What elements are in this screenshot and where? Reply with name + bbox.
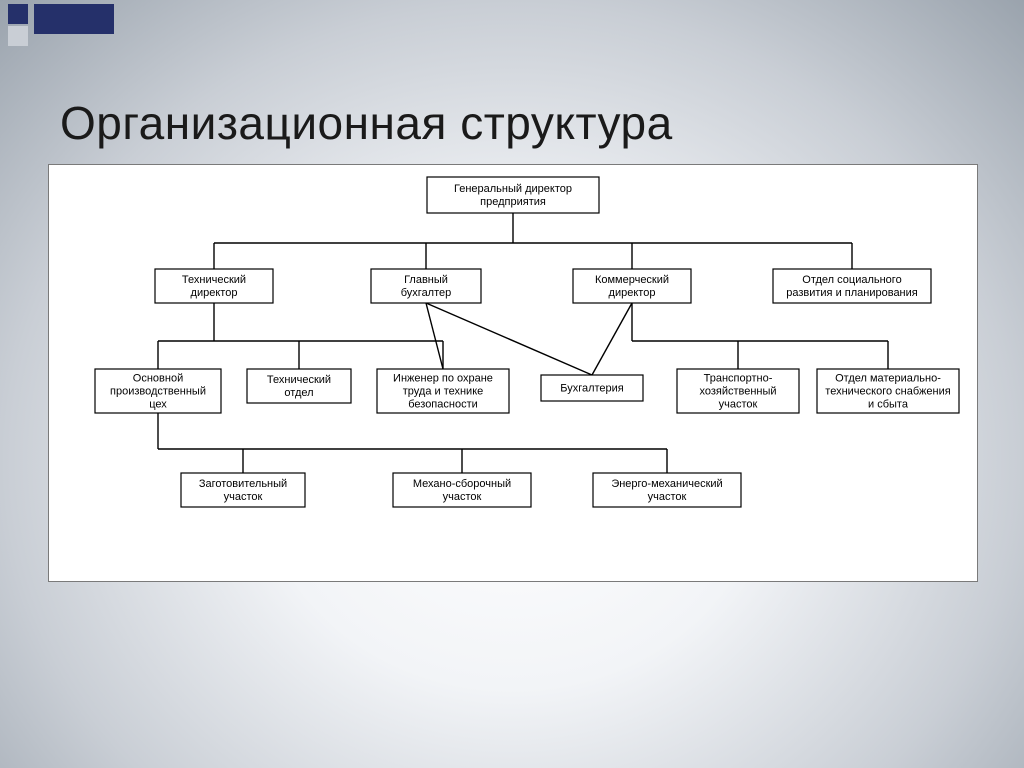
org-node-label: Главный	[404, 274, 448, 286]
org-node-label: цех	[149, 399, 167, 411]
org-node-label: хозяйственный	[699, 386, 776, 398]
org-node-label: участок	[224, 491, 263, 503]
org-node-label: безопасности	[408, 399, 478, 411]
org-node-label: развития и планирования	[786, 287, 918, 299]
slide-title: Организационная структура	[60, 96, 673, 150]
org-node-label: и сбыта	[868, 399, 909, 411]
org-node-label: Коммерческий	[595, 274, 669, 286]
org-node-label: Заготовительный	[199, 478, 287, 490]
org-node-label: Механо-сборочный	[413, 478, 511, 490]
org-node-label: Отдел социального	[802, 274, 901, 286]
org-node-label: Инженер по охране	[393, 373, 493, 385]
org-node-label: труда и технике	[403, 386, 484, 398]
org-node-label: Основной	[133, 373, 183, 385]
org-node-label: предприятия	[480, 196, 546, 208]
deco-bar-icon	[34, 4, 114, 34]
org-node-label: директор	[191, 287, 238, 299]
org-node-label: Энерго-механический	[611, 478, 722, 490]
org-node-label: участок	[648, 491, 687, 503]
org-node-label: участок	[443, 491, 482, 503]
org-node-label: Генеральный директор	[454, 183, 572, 195]
org-node-label: Технический	[182, 274, 246, 286]
org-node-label: директор	[609, 287, 656, 299]
org-node-label: Бухгалтерия	[560, 383, 624, 395]
org-node-label: производственный	[110, 386, 206, 398]
slide: Организационная структура Генеральный ди…	[0, 0, 1024, 768]
corner-decoration	[0, 0, 140, 50]
org-chart-frame: Генеральный директорпредприятия Техническ…	[48, 164, 978, 582]
org-node-label: отдел	[284, 387, 313, 399]
deco-square-icon	[8, 4, 28, 24]
org-node-label: Отдел материально-	[835, 373, 941, 385]
org-node-label: Транспортно-	[704, 373, 773, 385]
org-node-label: технического снабжения	[825, 386, 950, 398]
org-chart: Генеральный директорпредприятия Техническ…	[49, 165, 977, 581]
org-node-label: участок	[719, 399, 758, 411]
org-node-label: бухгалтер	[401, 287, 452, 299]
deco-square-light-icon	[8, 26, 28, 46]
org-node-label: Технический	[267, 374, 331, 386]
